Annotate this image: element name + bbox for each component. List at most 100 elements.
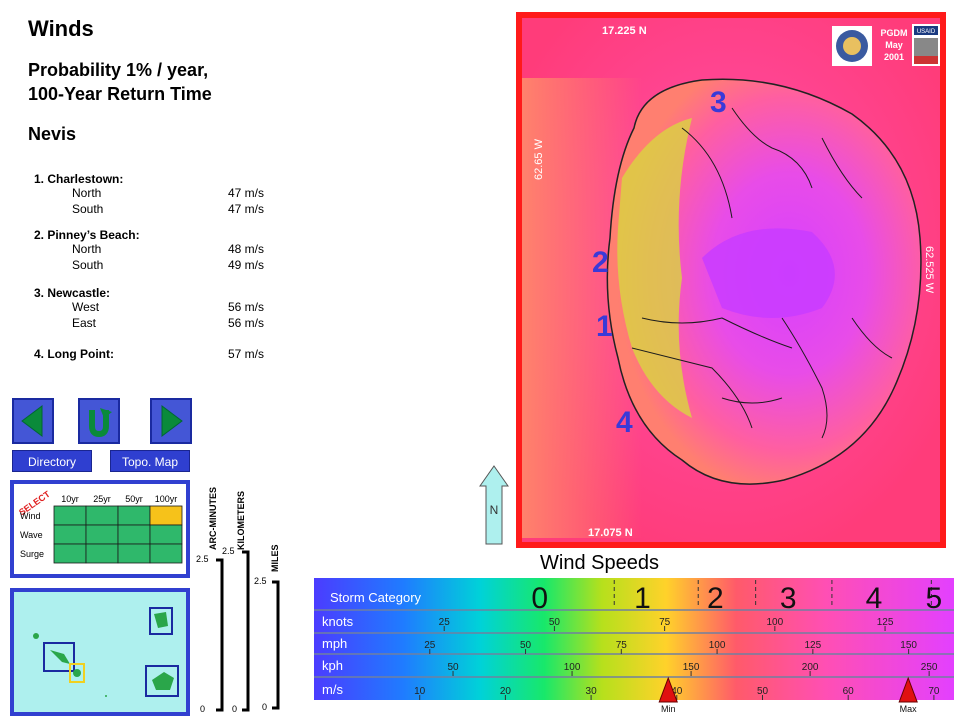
- st-kitts-shape: [50, 650, 70, 664]
- drainage-lines: [631, 107, 893, 439]
- wind-map-frame: 17.225 N 17.075 N 62.65 W 62.525 W PGDM …: [516, 12, 946, 548]
- selector-column-header: 25yr: [93, 494, 111, 504]
- selector-cell[interactable]: [53, 524, 87, 545]
- min-marker-label: Min: [661, 704, 676, 714]
- wind-map[interactable]: 17.225 N 17.075 N 62.65 W 62.525 W PGDM …: [522, 18, 940, 542]
- mph-tick: 75: [616, 640, 628, 651]
- hazard-selector: SELECT 10yr 25yr 50yr 100yr Wind Wave Surge: [10, 480, 190, 578]
- ms-tick: 20: [500, 686, 512, 697]
- location-direction: West: [72, 300, 100, 314]
- location-name: 4. Long Point:: [34, 347, 114, 361]
- forward-button[interactable]: [150, 398, 192, 444]
- min-marker: [658, 676, 678, 703]
- kilometers-bar: [242, 550, 250, 712]
- wind-map-canvas: 17.225 N 17.075 N 62.65 W 62.525 W PGDM …: [522, 18, 940, 542]
- marker-charlestown[interactable]: 1: [596, 310, 613, 343]
- ms-label: m/s: [322, 682, 343, 697]
- storm-category-label: Storm Category: [330, 590, 422, 605]
- storm-category-value: 5: [926, 582, 943, 615]
- selector-cell[interactable]: [117, 543, 151, 564]
- location-charlestown: 1. Charlestown: North 47 m/s South 47 m/s: [34, 172, 284, 218]
- left-longitude: 62.65 W: [533, 138, 545, 180]
- ms-tick: 40: [671, 686, 683, 697]
- legend-title: Wind Speeds: [540, 552, 659, 574]
- selector-cell[interactable]: [117, 505, 151, 526]
- oas-seal-icon: [832, 26, 872, 66]
- knots-tick: 75: [659, 617, 671, 628]
- mph-tick: 100: [709, 640, 726, 651]
- north-arrow-icon: N: [479, 465, 509, 545]
- location-speed: 47 m/s: [228, 186, 265, 200]
- max-marker-label: Max: [900, 704, 918, 714]
- credit-year: 2001: [884, 52, 904, 62]
- antigua-frame[interactable]: [145, 665, 179, 697]
- directory-button[interactable]: Directory: [12, 450, 92, 472]
- arc-bottom-value: 0: [200, 704, 205, 714]
- wind-speed-legend: Storm Category knots mph kph m/s 25 50 75 1…: [314, 578, 954, 714]
- location-speed: 48 m/s: [228, 242, 265, 256]
- location-direction: North: [72, 242, 102, 256]
- ms-tick: 50: [757, 686, 769, 697]
- antigua-shape: [152, 672, 174, 690]
- selector-cell[interactable]: [85, 505, 119, 526]
- location-pinneys-beach: 2. Pinney’s Beach: North 48 m/s South 49 m…: [34, 228, 284, 274]
- u-turn-icon: [89, 408, 112, 438]
- nevis-frame-selected[interactable]: [69, 663, 85, 683]
- selector-cell[interactable]: [149, 524, 183, 545]
- locator-minimap[interactable]: [10, 588, 190, 716]
- location-name: 3. Newcastle:: [34, 286, 111, 300]
- arrow-right-icon: [161, 405, 183, 437]
- kph-tick: 50: [447, 662, 459, 673]
- mph-tick: 50: [520, 640, 532, 651]
- ms-tick: 10: [414, 686, 426, 697]
- arc-minutes-label: ARC-MINUTES: [208, 487, 218, 550]
- row-dividers: [314, 609, 954, 678]
- topo-map-button[interactable]: Topo. Map: [110, 450, 190, 472]
- usaid-text: USAID: [917, 29, 936, 35]
- st-kitts-frame[interactable]: [43, 642, 75, 672]
- miles-label: MILES: [270, 544, 280, 572]
- kph-tick: 150: [683, 662, 700, 673]
- miles-bar: [272, 580, 280, 710]
- selector-cell[interactable]: [85, 524, 119, 545]
- max-marker: [898, 676, 918, 703]
- barbuda-frame[interactable]: [149, 607, 173, 635]
- island-name: Nevis: [28, 124, 77, 144]
- marker-pinneys-beach[interactable]: 2: [592, 246, 609, 279]
- location-direction: East: [72, 316, 97, 330]
- credit-month: May: [885, 40, 903, 50]
- marker-newcastle[interactable]: 3: [710, 86, 727, 119]
- selector-cell[interactable]: [149, 543, 183, 564]
- back-button[interactable]: [12, 398, 54, 444]
- redonda-shape: [105, 695, 107, 697]
- marker-long-point[interactable]: 4: [616, 406, 633, 439]
- subtitle-line-2: 100-Year Return Time: [28, 84, 212, 104]
- storm-category-value: 0: [531, 582, 548, 615]
- selector-column-header: 50yr: [125, 494, 143, 504]
- mph-tick: 25: [424, 640, 436, 651]
- location-newcastle: 3. Newcastle: West 56 m/s East 56 m/s: [34, 286, 284, 332]
- ms-tick: 70: [928, 686, 940, 697]
- return-button[interactable]: [78, 398, 120, 444]
- map-subtitle: Probability 1% / year, 100-Year Return T…: [28, 58, 288, 106]
- selector-cell[interactable]: [53, 543, 87, 564]
- selector-cell[interactable]: [53, 505, 87, 526]
- location-direction: South: [72, 258, 104, 272]
- mph-tick: 125: [805, 640, 822, 651]
- arrow-left-icon: [21, 405, 43, 437]
- selector-cell[interactable]: [85, 543, 119, 564]
- location-name: 1. Charlestown:: [34, 172, 124, 186]
- page-title: Winds: [28, 16, 94, 41]
- selector-cell[interactable]: [117, 524, 151, 545]
- km-bottom-value: 0: [232, 704, 237, 714]
- selector-column-header: 100yr: [155, 494, 178, 504]
- top-latitude: 17.225 N: [602, 25, 647, 37]
- kph-label: kph: [322, 658, 343, 673]
- arc-top-value: 2.5: [196, 554, 209, 564]
- km-top-value: 2.5: [222, 546, 235, 556]
- selector-cell-selected[interactable]: [149, 505, 183, 526]
- ms-tick: 30: [586, 686, 598, 697]
- leeward-yellow-zone: [617, 118, 692, 418]
- mph-label: mph: [322, 636, 347, 651]
